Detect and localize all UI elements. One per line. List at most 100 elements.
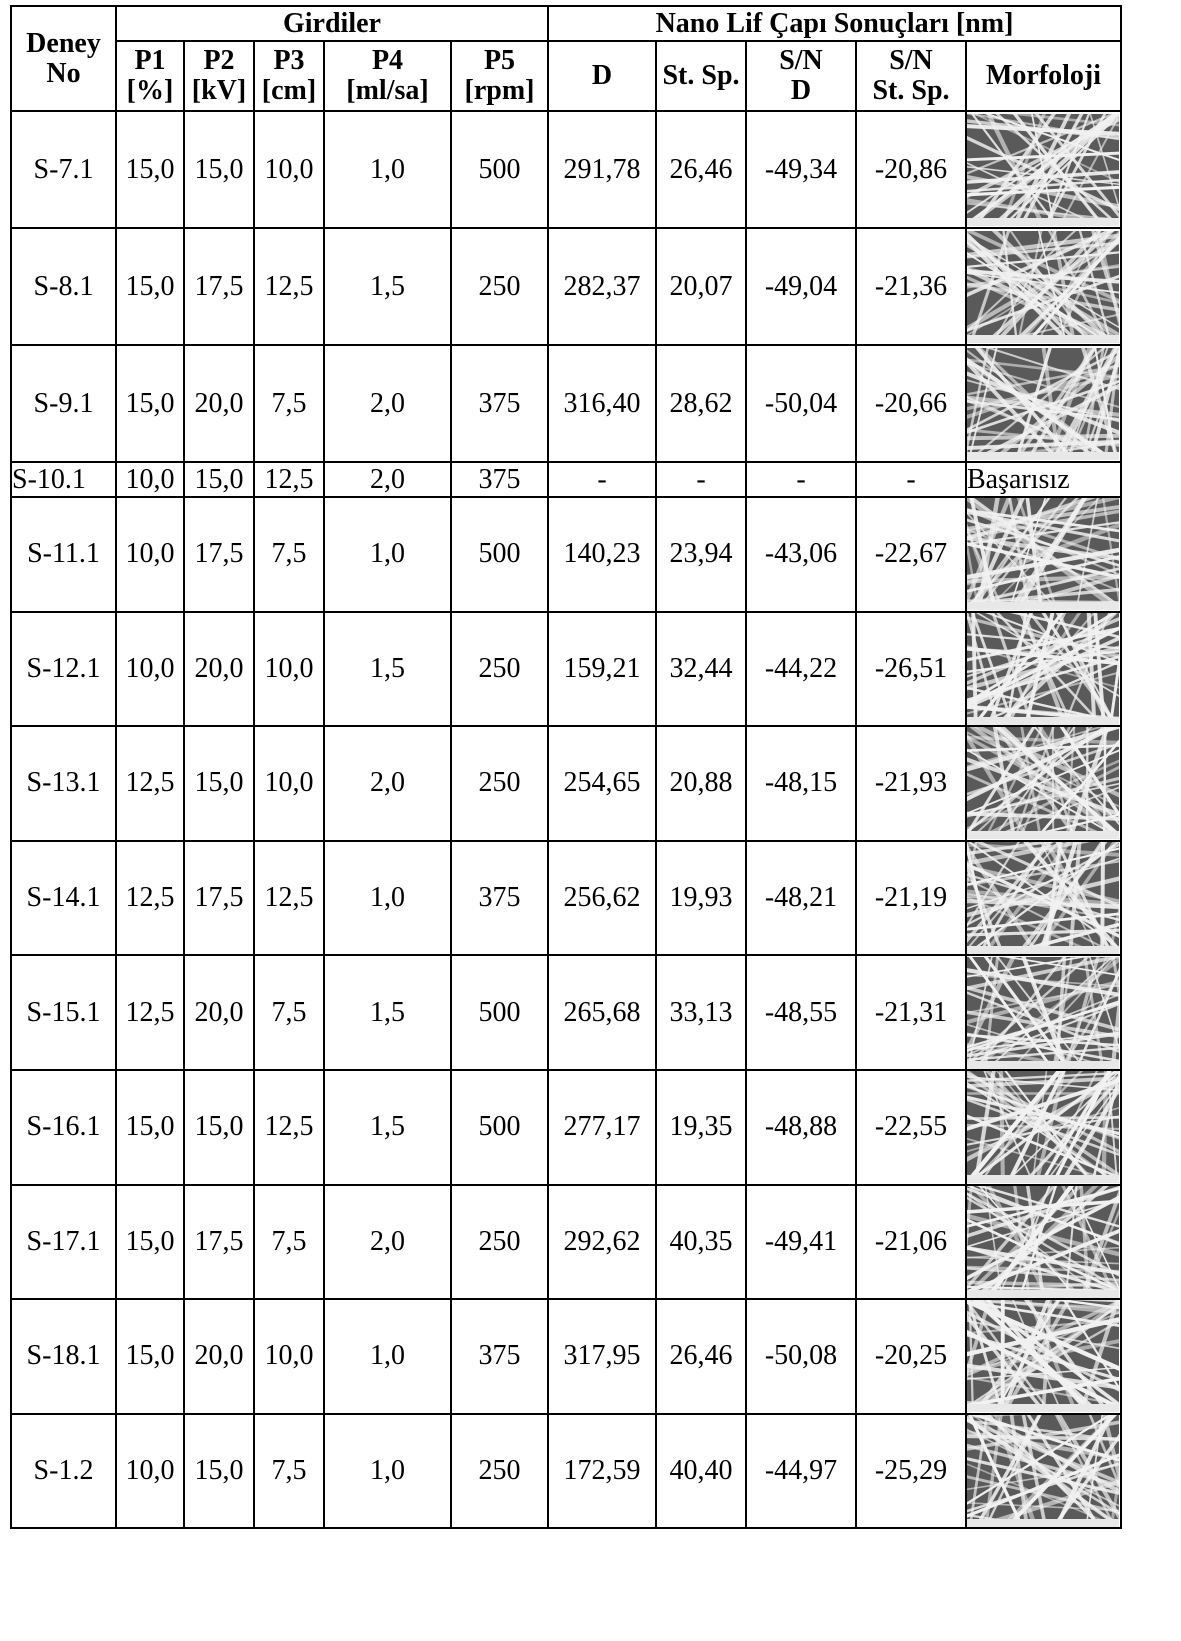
table-cell <box>965 227 1122 346</box>
table-cell: -49,04 <box>745 227 857 346</box>
cell-text: S-10.1 <box>12 463 86 495</box>
cell-text: -44,97 <box>764 1455 838 1487</box>
cell-text: -21,93 <box>874 767 948 799</box>
table-cell: 1,0 <box>323 110 452 229</box>
header-cell: Morfoloji <box>965 40 1122 112</box>
cell-text: 250 <box>478 270 521 302</box>
table-cell: 1,0 <box>323 1412 452 1530</box>
cell-text: -20,25 <box>874 1340 948 1372</box>
table-cell: 317,95 <box>547 1298 657 1415</box>
cell-text: -20,66 <box>874 387 948 419</box>
table-cell: -44,97 <box>745 1412 857 1530</box>
table-cell: 282,37 <box>547 227 657 346</box>
table-cell <box>965 496 1122 613</box>
column-header: No <box>46 57 81 89</box>
table-cell: S-7.1 <box>10 110 117 229</box>
cell-text: 265,68 <box>563 996 641 1028</box>
table-cell: 12,5 <box>115 839 185 957</box>
table-cell: 28,62 <box>655 344 747 463</box>
cell-text: -48,55 <box>764 996 838 1028</box>
table-cell: -21,36 <box>855 227 967 346</box>
table-cell: -21,31 <box>855 954 967 1071</box>
table-cell: 7,5 <box>253 496 325 613</box>
cell-text: 26,46 <box>669 1340 733 1372</box>
table-cell: -25,29 <box>855 1412 967 1530</box>
table-cell: 10,0 <box>253 725 325 842</box>
table-cell: S-16.1 <box>10 1068 117 1186</box>
data-row: S-17.1 15,0 17,5 7,5 2,0 250 292,62 40,35 -49,41… <box>10 1183 1122 1301</box>
table-cell: 10,0 <box>115 461 185 498</box>
cell-text: -21,31 <box>874 996 948 1028</box>
table-cell: 256,62 <box>547 839 657 957</box>
table-cell <box>965 725 1122 842</box>
cell-text: 375 <box>478 463 521 495</box>
table-cell: 159,21 <box>547 610 657 728</box>
cell-text: 17,5 <box>194 1225 244 1257</box>
cell-text: -21,36 <box>874 270 948 302</box>
header-cell: St. Sp. <box>655 40 747 112</box>
cell-text: 19,93 <box>669 882 733 914</box>
cell-text: 12,5 <box>125 767 175 799</box>
table-cell: 40,40 <box>655 1412 747 1530</box>
cell-text: 15,0 <box>125 153 175 185</box>
cell-text: S-9.1 <box>33 387 94 419</box>
cell-text: 250 <box>478 1455 521 1487</box>
cell-text: S-17.1 <box>26 1225 101 1257</box>
table-cell: -21,06 <box>855 1183 967 1301</box>
table-cell: -48,21 <box>745 839 857 957</box>
cell-text: 250 <box>478 1225 521 1257</box>
cell-text: 12,5 <box>264 463 314 495</box>
header-row: P1 [%] P2 [kV] P3 [cm] P4 [ml/sa] P5 [rpm] D St. Sp… <box>11 40 1122 112</box>
cell-text: 500 <box>478 153 521 185</box>
cell-text: 1,0 <box>370 153 405 185</box>
table-cell: 1,5 <box>323 227 452 346</box>
cell-text: S-18.1 <box>26 1340 101 1372</box>
table-cell: -21,19 <box>855 839 967 957</box>
header-cell: P2 [kV] <box>183 40 255 112</box>
table-cell <box>965 954 1122 1071</box>
table-cell: 277,17 <box>547 1068 657 1186</box>
table-cell: 15,0 <box>115 110 185 229</box>
column-header: [ml/sa] <box>346 75 429 106</box>
table-cell: 500 <box>450 496 549 613</box>
table-cell: 33,13 <box>655 954 747 1071</box>
table-cell: -22,55 <box>855 1068 967 1186</box>
cell-text: S-12.1 <box>26 652 101 684</box>
table-cell <box>965 344 1122 463</box>
table-cell: 10,0 <box>253 610 325 728</box>
table-cell: 1,5 <box>323 954 452 1071</box>
cell-text: S-13.1 <box>26 767 101 799</box>
table-cell: -50,04 <box>745 344 857 463</box>
table-cell: 12,5 <box>253 1068 325 1186</box>
table-cell: 292,62 <box>547 1183 657 1301</box>
table-cell <box>965 1412 1122 1530</box>
cell-text: 17,5 <box>194 882 244 914</box>
cell-text: 10,0 <box>264 1340 314 1372</box>
table-cell: 15,0 <box>115 1298 185 1415</box>
column-header: St. Sp. <box>872 75 950 106</box>
table-cell: 19,93 <box>655 839 747 957</box>
cell-text: 7,5 <box>271 1455 307 1487</box>
table-cell: 10,0 <box>253 1298 325 1415</box>
sem-image <box>968 957 1119 1068</box>
cell-text: -26,51 <box>874 652 948 684</box>
cell-text: 10,0 <box>125 463 175 495</box>
data-row: S-16.1 15,0 15,0 12,5 1,5 500 277,17 19,35 -48,8… <box>10 1068 1122 1186</box>
sem-image <box>968 1186 1119 1298</box>
table-cell: 1,5 <box>323 1068 452 1186</box>
sem-image <box>968 498 1119 610</box>
table-cell: -20,86 <box>855 110 967 229</box>
cell-text: - <box>696 463 706 495</box>
cell-text: -44,22 <box>764 652 838 684</box>
cell-text: S-7.1 <box>33 153 94 185</box>
column-header: P2 <box>203 45 235 76</box>
table-cell: 254,65 <box>547 725 657 842</box>
cell-text: 256,62 <box>563 882 641 914</box>
data-row: S-9.1 15,0 20,0 7,5 2,0 375 316,40 28,62 -50,04 -… <box>10 344 1122 463</box>
table-cell <box>965 110 1122 229</box>
cell-text: S-14.1 <box>26 882 101 914</box>
cell-text: 15,0 <box>194 767 244 799</box>
cell-text: 17,5 <box>194 538 244 570</box>
table-cell: 17,5 <box>183 227 255 346</box>
cell-text: 7,5 <box>271 1225 307 1257</box>
